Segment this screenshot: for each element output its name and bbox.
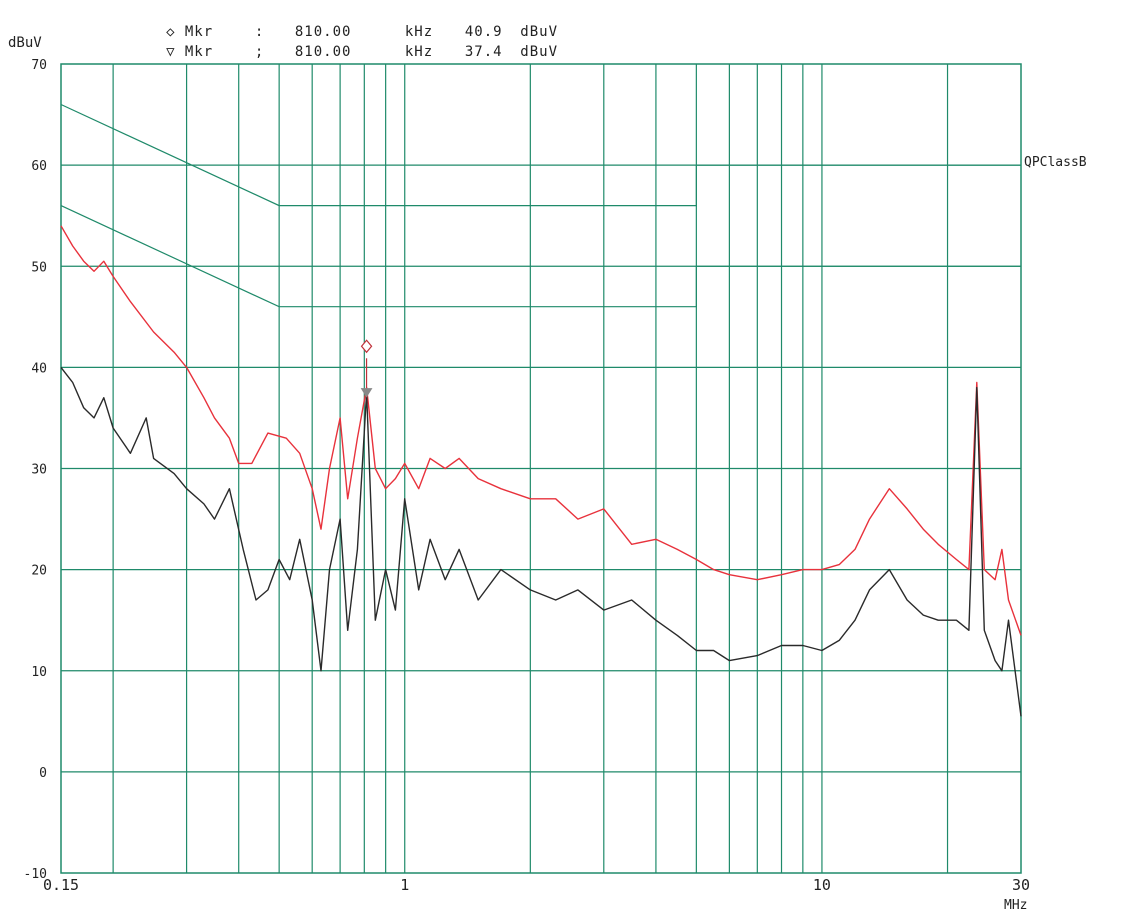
marker-frequency-unit: kHz bbox=[404, 24, 434, 40]
average-trace bbox=[60, 366, 1022, 717]
limit-line bbox=[60, 205, 1021, 308]
y-tick-label: -10 bbox=[24, 867, 47, 882]
y-tick-label: 10 bbox=[31, 665, 47, 680]
marker-label: Mkr bbox=[184, 44, 214, 60]
marker-readout-2: ▽ Mkr; 810.00 kHz 37.4 dBuV bbox=[138, 28, 558, 60]
marker-label: Mkr bbox=[184, 24, 214, 40]
marker-readout-1: ◇ Mkr: 810.00 kHz 40.9 dBuV bbox=[138, 8, 558, 40]
triangle-marker-icon bbox=[360, 388, 373, 398]
x-tick-label: 1 bbox=[400, 876, 409, 894]
y-tick-label: 60 bbox=[31, 159, 47, 174]
diamond-marker-icon: ◇ bbox=[166, 24, 176, 40]
marker-frequency: 810.00 bbox=[294, 24, 352, 40]
marker-frequency: 810.00 bbox=[294, 44, 352, 60]
marker-value-unit: dBuV bbox=[520, 44, 559, 60]
x-tick-label: 30 bbox=[1012, 876, 1030, 894]
marker-separator: ; bbox=[254, 44, 265, 60]
marker-frequency-unit: kHz bbox=[404, 44, 434, 60]
triangle-marker-icon: ▽ bbox=[166, 44, 176, 60]
marker-value: 40.9 bbox=[464, 24, 503, 40]
qp-trace bbox=[60, 225, 1022, 636]
y-tick-label: 70 bbox=[31, 58, 47, 73]
marker-value: 37.4 bbox=[464, 44, 503, 60]
y-axis-label: dBuV bbox=[8, 35, 42, 51]
y-tick-label: 40 bbox=[31, 361, 47, 376]
y-tick-label: 0 bbox=[39, 766, 47, 781]
diamond-marker-icon bbox=[360, 339, 373, 354]
x-axis-label: MHz bbox=[1004, 898, 1028, 913]
limit-line bbox=[60, 103, 1021, 207]
marker-separator: : bbox=[254, 24, 265, 40]
x-tick-label: 0.15 bbox=[43, 876, 79, 894]
limit-line-label: QPClassB bbox=[1024, 155, 1087, 170]
y-tick-label: 20 bbox=[31, 564, 47, 579]
y-tick-label: 50 bbox=[31, 260, 47, 275]
marker-value-unit: dBuV bbox=[520, 24, 559, 40]
y-tick-label: 30 bbox=[31, 463, 47, 478]
x-tick-label: 10 bbox=[813, 876, 831, 894]
